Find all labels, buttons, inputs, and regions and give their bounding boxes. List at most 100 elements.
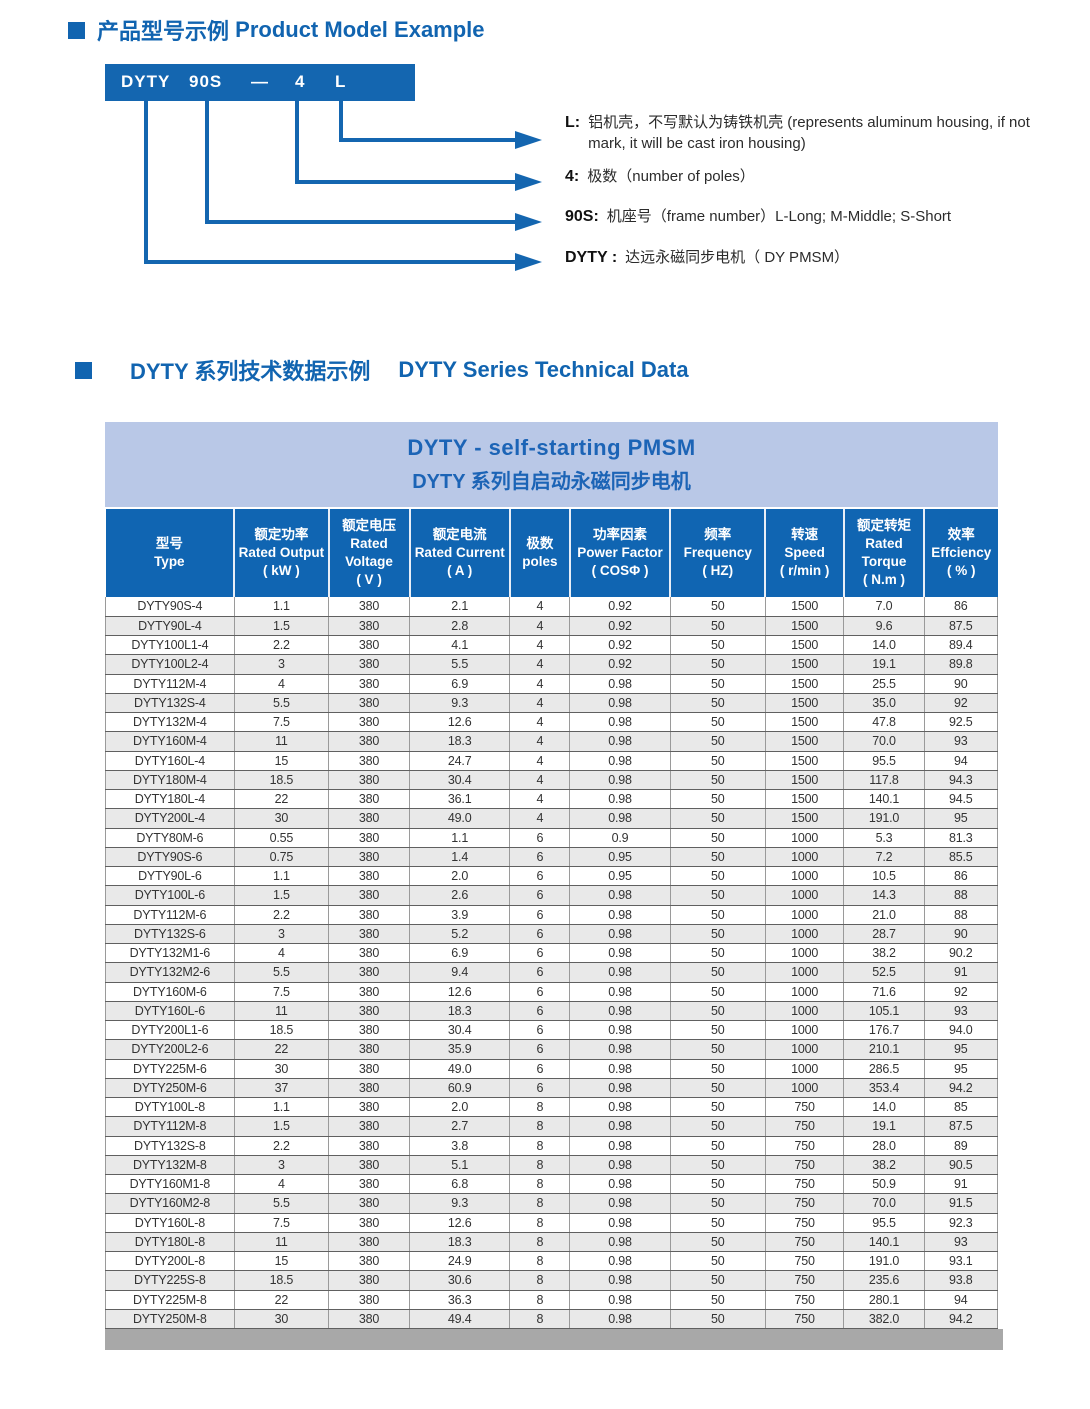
right-arrow-icon	[515, 173, 542, 191]
value-cell: 30.4	[409, 770, 511, 791]
value-cell: 50	[670, 635, 766, 656]
value-cell: 92.5	[924, 712, 999, 733]
value-cell: 380	[328, 924, 411, 945]
section2-title: DYTY 系列技术数据示例 DYTY Series Technical Data	[75, 354, 689, 386]
value-cell: 18.5	[234, 1020, 330, 1041]
model-type-cell: DYTY160L-6	[105, 1001, 235, 1022]
model-type-cell: DYTY160L-8	[105, 1213, 235, 1233]
connector-line	[205, 101, 209, 224]
model-type-cell: DYTY160M1-8	[105, 1174, 235, 1195]
value-cell: 380	[328, 635, 411, 656]
value-cell: 71.6	[843, 982, 925, 1002]
connector-line	[295, 180, 515, 184]
table-row: DYTY200L-8 15 380 24.9 8 0.98 50 750 191.0 93.1	[105, 1251, 999, 1272]
value-cell: 0.98	[569, 885, 671, 906]
value-cell: 4	[509, 712, 571, 733]
value-cell: 6	[509, 885, 571, 906]
value-cell: 0.98	[569, 770, 671, 791]
model-type-cell: DYTY132M-4	[105, 712, 235, 733]
value-cell: 0.98	[569, 789, 671, 810]
table-title-band: DYTY - self-starting PMSM DYTY 系列自启动永磁同步…	[105, 422, 998, 509]
value-cell: 0.98	[569, 943, 671, 964]
value-cell: 50.9	[843, 1174, 925, 1195]
value-cell: 92	[924, 693, 999, 714]
value-cell: 6	[509, 828, 571, 848]
table-title-zh: DYTY 系列自启动永磁同步电机	[412, 471, 691, 493]
value-cell: 750	[765, 1136, 845, 1156]
value-cell: 1000	[765, 866, 845, 887]
value-cell: 280.1	[843, 1290, 925, 1310]
value-cell: 60.9	[409, 1078, 511, 1099]
value-cell: 8	[509, 1232, 571, 1253]
value-cell: 1500	[765, 808, 845, 829]
value-cell: 1000	[765, 1020, 845, 1041]
value-cell: 22	[234, 789, 330, 810]
value-cell: 28.7	[843, 924, 925, 945]
value-cell: 5.5	[234, 1193, 330, 1214]
value-cell: 50	[670, 866, 766, 887]
value-cell: 7.2	[843, 847, 925, 868]
value-cell: 30.4	[409, 1020, 511, 1041]
value-cell: 0.9	[569, 828, 671, 848]
blue-square-icon	[68, 21, 85, 39]
value-cell: 0.98	[569, 982, 671, 1002]
value-cell: 0.98	[569, 962, 671, 983]
value-cell: 2.2	[234, 1136, 330, 1156]
model-type-cell: DYTY160M-4	[105, 731, 235, 752]
value-cell: 0.98	[569, 1309, 671, 1330]
value-cell: 92.3	[924, 1213, 999, 1233]
annotation-text: 铝机壳，不写默认为铸铁机壳 (represents aluminum housi…	[588, 114, 1030, 152]
value-cell: 0.92	[569, 654, 671, 675]
value-cell: 380	[328, 597, 411, 617]
value-cell: 50	[670, 1155, 766, 1176]
value-cell: 19.1	[843, 1116, 925, 1137]
model-type-cell: DYTY160M-6	[105, 982, 235, 1002]
value-cell: 117.8	[843, 770, 925, 791]
value-cell: 2.2	[234, 905, 330, 925]
section2-title-zh: DYTY 系列技术数据示例	[130, 359, 371, 384]
value-cell: 6	[509, 1078, 571, 1099]
model-type-cell: DYTY90S-4	[105, 597, 235, 617]
value-cell: 1000	[765, 847, 845, 868]
value-cell: 380	[328, 1039, 411, 1060]
value-cell: 380	[328, 789, 411, 810]
table-row: DYTY160M1-8 4 380 6.8 8 0.98 50 750 50.9 91	[105, 1174, 999, 1195]
value-cell: 0.98	[569, 1155, 671, 1176]
value-cell: 1500	[765, 616, 845, 637]
value-cell: 49.0	[409, 1059, 511, 1079]
model-type-cell: DYTY225S-8	[105, 1270, 235, 1291]
value-cell: 380	[328, 1193, 411, 1214]
value-cell: 15	[234, 1251, 330, 1272]
table-row: DYTY100L-6 1.5 380 2.6 6 0.98 50 1000 14.3 88	[105, 885, 999, 906]
value-cell: 15	[234, 751, 330, 771]
value-cell: 380	[328, 1059, 411, 1079]
value-cell: 30.6	[409, 1270, 511, 1291]
value-cell: 50	[670, 885, 766, 906]
value-cell: 47.8	[843, 712, 925, 733]
value-cell: 1500	[765, 751, 845, 771]
value-cell: 93	[924, 1232, 999, 1253]
value-cell: 90	[924, 924, 999, 945]
value-cell: 7.0	[843, 597, 925, 617]
blue-square-icon	[75, 361, 92, 379]
annotation-text: 极数（number of poles）	[587, 168, 755, 185]
table-row: DYTY180L-8 11 380 18.3 8 0.98 50 750 140.1 93	[105, 1232, 999, 1253]
value-cell: 95	[924, 1059, 999, 1079]
model-type-cell: DYTY112M-8	[105, 1116, 235, 1137]
value-cell: 93.8	[924, 1270, 999, 1291]
model-type-cell: DYTY132S-6	[105, 924, 235, 945]
value-cell: 1500	[765, 654, 845, 675]
value-cell: 50	[670, 924, 766, 945]
value-cell: 9.6	[843, 616, 925, 637]
value-cell: 8	[509, 1097, 571, 1118]
column-header-rated-torque: 额定转矩 Rated Torque( N.m )	[842, 509, 925, 597]
model-type-cell: DYTY200L-8	[105, 1251, 235, 1272]
model-type-cell: DYTY250M-6	[105, 1078, 235, 1099]
value-cell: 1000	[765, 982, 845, 1002]
value-cell: 176.7	[843, 1020, 925, 1041]
value-cell: 50	[670, 1193, 766, 1214]
value-cell: 50	[670, 1213, 766, 1233]
table-row: DYTY90L-6 1.1 380 2.0 6 0.95 50 1000 10.5 86	[105, 866, 999, 887]
column-header-effciency: 效率 Effciency( % )	[923, 509, 998, 597]
value-cell: 0.92	[569, 597, 671, 617]
